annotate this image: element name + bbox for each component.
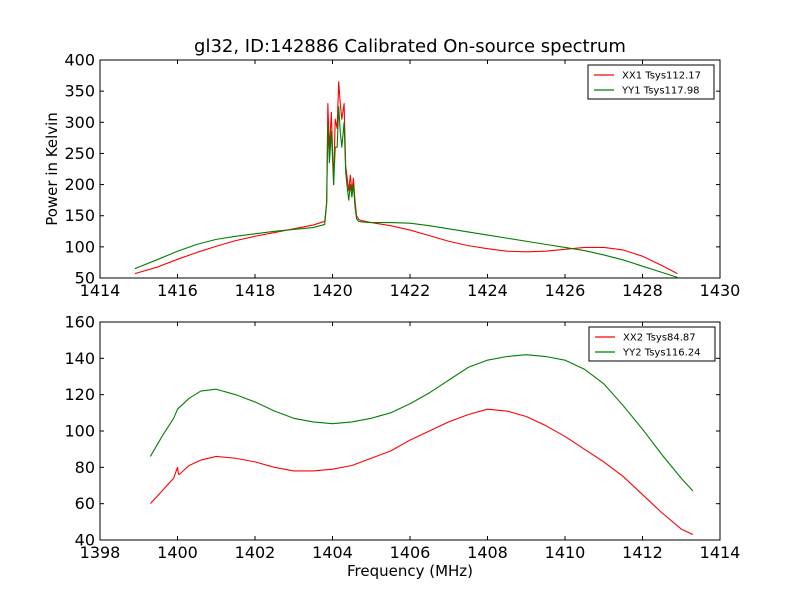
legend-label: YY2 Tsys116.24 — [622, 348, 701, 359]
x-tick-label: 1424 — [467, 281, 508, 300]
series-line-xx1 — [134, 81, 678, 275]
y-axis-title: Power in Kelvin — [43, 112, 61, 226]
x-tick-label: 1400 — [157, 543, 198, 562]
y-tick-label: 100 — [64, 422, 95, 441]
y-tick-label: 60 — [75, 494, 95, 513]
top-chart: gl32, ID:142886 Calibrated On-source spe… — [43, 36, 740, 300]
legend: XX2 Tsys84.87 YY2 Tsys116.24 — [588, 326, 716, 362]
y-tick-label: 50 — [75, 269, 95, 288]
legend-label: YY1 Tsys117.98 — [621, 86, 700, 97]
x-tick-label: 1398 — [80, 543, 121, 562]
x-tick-label: 1408 — [467, 543, 508, 562]
x-tick-label: 1414 — [80, 281, 121, 300]
legend-label: XX2 Tsys84.87 — [623, 333, 696, 344]
series-line-yy2 — [149, 354, 694, 492]
x-tick-label: 1410 — [545, 543, 586, 562]
y-tick-label: 150 — [64, 206, 95, 225]
y-tick-label: 80 — [75, 458, 95, 477]
y-tick-label: 140 — [64, 349, 95, 368]
legend-box — [587, 64, 715, 100]
x-tick-label: 1422 — [390, 281, 431, 300]
legend-box — [588, 326, 716, 362]
y-tick-label: 250 — [64, 144, 95, 163]
x-tick-label: 1430 — [700, 281, 741, 300]
y-tick-label: 100 — [64, 237, 95, 256]
y-tick-label: 160 — [64, 313, 95, 332]
chart-title: gl32, ID:142886 Calibrated On-source spe… — [194, 36, 626, 57]
x-tick-label: 1412 — [622, 543, 663, 562]
x-tick-label: 1416 — [157, 281, 198, 300]
x-tick-label: 1420 — [312, 281, 353, 300]
series-line-xx2 — [149, 408, 694, 536]
x-tick-label: 1428 — [622, 281, 663, 300]
y-tick-label: 400 — [64, 51, 95, 70]
x-tick-label: 1418 — [235, 281, 276, 300]
x-tick-label: 1402 — [235, 543, 276, 562]
x-tick-label: 1414 — [700, 543, 741, 562]
x-tick-label: 1404 — [312, 543, 353, 562]
series-line-yy1 — [134, 106, 678, 278]
legend-label: XX1 Tsys112.17 — [622, 71, 701, 82]
y-tick-label: 300 — [64, 113, 95, 132]
x-tick-label: 1406 — [390, 543, 431, 562]
x-tick-label: 1426 — [545, 281, 586, 300]
bottom-chart: Frequency (MHz) 1398 1400 1402 1404 1406 1408… — [64, 313, 740, 581]
x-axis-title: Frequency (MHz) — [347, 562, 473, 580]
y-tick-label: 40 — [75, 531, 95, 550]
y-tick-label: 350 — [64, 82, 95, 101]
legend: XX1 Tsys112.17 YY1 Tsys117.98 — [587, 64, 715, 100]
y-tick-label: 200 — [64, 175, 95, 194]
y-tick-label: 120 — [64, 385, 95, 404]
